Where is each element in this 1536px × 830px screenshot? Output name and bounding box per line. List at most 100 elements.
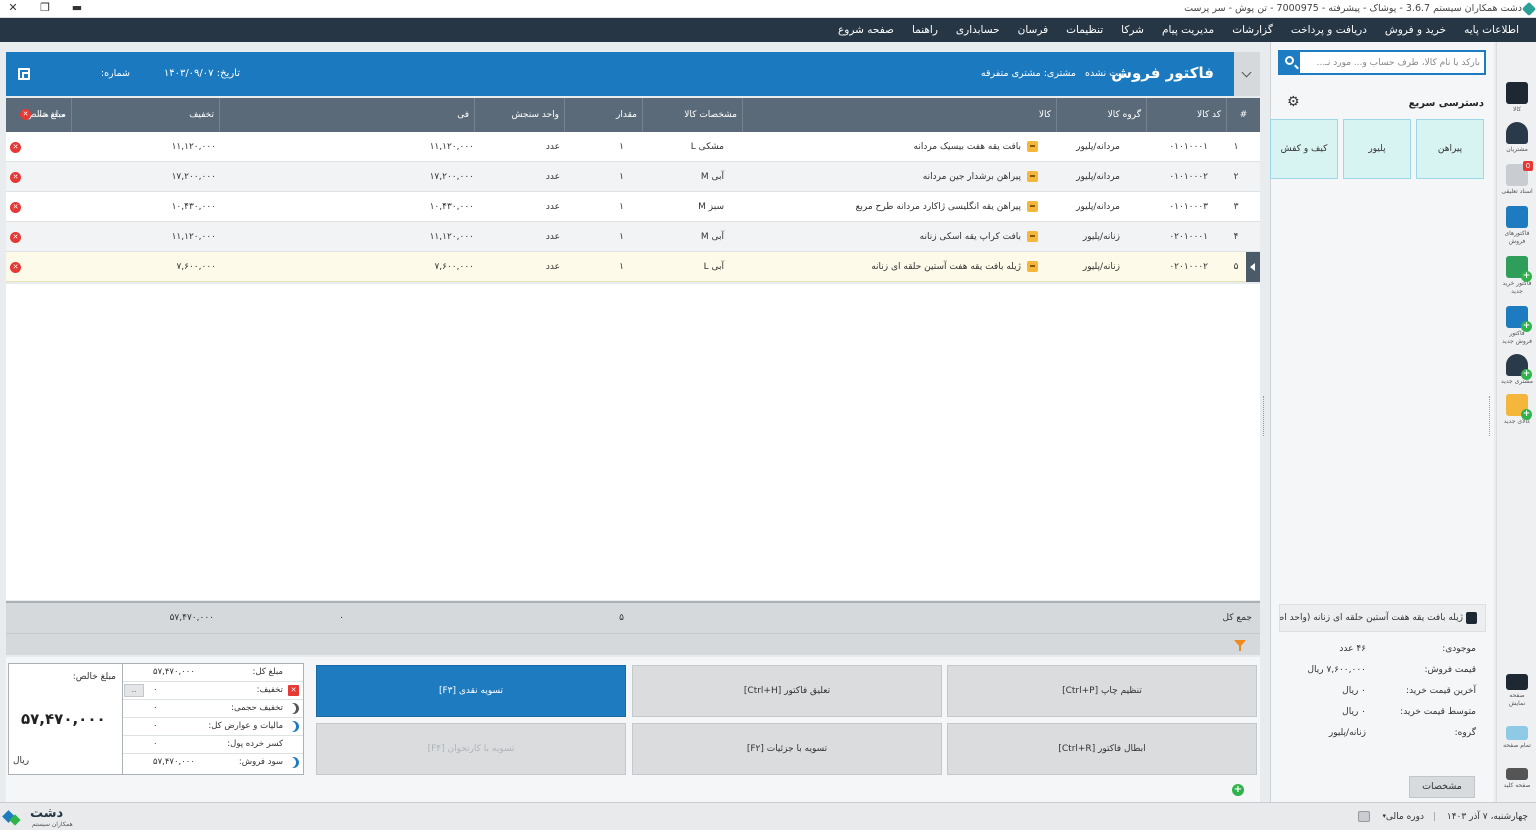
- shortcut-new-customer[interactable]: + مشتری جدید: [1501, 354, 1533, 386]
- chevron-down-icon[interactable]: ▾: [1382, 812, 1386, 820]
- product-box-icon: [1027, 231, 1038, 242]
- display-icon: [1506, 674, 1528, 690]
- menu-bar: اطلاعات پایه خرید و فروش دریافت و پرداخت…: [0, 18, 1536, 42]
- table-row[interactable]: ۱ ۰۱۰۱۰۰۰۱ مردانه/پلیور بافت یقه هفت بیس…: [6, 132, 1260, 162]
- col-qty[interactable]: مقدار: [564, 98, 642, 132]
- quick-tile-shirt[interactable]: پیراهن: [1416, 119, 1484, 179]
- menu-start-page[interactable]: صفحه شروع: [838, 24, 894, 36]
- col-code[interactable]: کد کالا: [1146, 98, 1226, 132]
- totals-row: جمع کل ۵ ۰ ۵۷,۴۷۰,۰۰۰: [6, 601, 1260, 633]
- col-spec[interactable]: مشخصات کالا: [642, 98, 742, 132]
- col-name[interactable]: کالا: [742, 98, 1056, 132]
- shortcut-suspended-docs[interactable]: 0 اسناد تعلیقی: [1501, 161, 1533, 195]
- close-icon[interactable]: ✕: [8, 1, 18, 14]
- minimize-icon[interactable]: ▬: [71, 1, 83, 14]
- shortcut-product[interactable]: کالا: [1501, 82, 1533, 114]
- cash-settle-button[interactable]: تسویه نقدی [F۳]: [316, 665, 626, 717]
- col-net[interactable]: مبلغ خالص: [0, 98, 71, 132]
- menu-settings[interactable]: تنظیمات: [1066, 24, 1104, 36]
- title-bar: دشت همکاران سیستم 3.6.7 - پوشاک - پیشرفت…: [0, 0, 1536, 18]
- menu-reports[interactable]: گزارشات: [1232, 24, 1273, 36]
- shortcut-new-product[interactable]: + کالای جدید: [1501, 394, 1533, 426]
- delete-row-icon[interactable]: ✕: [10, 262, 21, 273]
- specifications-button[interactable]: مشخصات: [1409, 776, 1475, 798]
- cancel-invoice-button[interactable]: ابطال فاکتور [Ctrl+R]: [947, 723, 1257, 775]
- add-row-icon[interactable]: +: [1232, 784, 1244, 796]
- menu-base-info[interactable]: اطلاعات پایه: [1464, 24, 1519, 36]
- fiscal-period[interactable]: دوره مالی: [1385, 812, 1424, 822]
- splitter-handle-right[interactable]: [1489, 396, 1492, 436]
- profit-icon[interactable]: [288, 757, 299, 768]
- shortcut-customers[interactable]: مشتریان: [1501, 122, 1533, 154]
- invoice-customer[interactable]: مشتری: مشتری متفرقه: [980, 68, 1076, 79]
- invoice-panel: فاکتور فروش ثبت نشده مشتری: مشتری متفرقه…: [6, 50, 1262, 802]
- gear-icon[interactable]: ⚙: [1287, 94, 1300, 110]
- invoice-header: فاکتور فروش ثبت نشده مشتری: مشتری متفرقه…: [6, 52, 1260, 96]
- restore-icon[interactable]: ❐: [40, 1, 50, 14]
- product-icon: [1506, 82, 1528, 104]
- table-row[interactable]: ۲ ۰۱۰۱۰۰۰۲ مردانه/پلیور پیراهن برشدار جی…: [6, 162, 1260, 192]
- col-price[interactable]: فی: [219, 98, 474, 132]
- summary-discount: ✕ تخفیف: ۰ ..: [123, 682, 303, 700]
- net-amount-label: مبلغ خالص:: [72, 672, 116, 682]
- quick-tile-sweater[interactable]: پلیور: [1343, 119, 1411, 179]
- shortcut-new-sales-invoice[interactable]: + فاکتور فروش جدید: [1501, 306, 1533, 346]
- delete-row-icon[interactable]: ✕: [10, 172, 21, 183]
- customers-icon: [1506, 122, 1528, 144]
- product-box-icon: [1027, 261, 1038, 272]
- splitter-handle[interactable]: [1263, 396, 1266, 436]
- window-title: دشت همکاران سیستم 3.6.7 - پوشاک - پیشرفت…: [1184, 3, 1522, 14]
- delete-row-icon[interactable]: ✕: [10, 202, 21, 213]
- invoice-date[interactable]: تاریخ: ۱۴۰۳/۰۹/۰۷: [163, 68, 240, 79]
- menu-help[interactable]: راهنما: [911, 24, 938, 36]
- shortcut-fullscreen[interactable]: تمام صفحه: [1501, 726, 1533, 750]
- search-button[interactable]: [1280, 52, 1300, 73]
- table-row[interactable]: ۳ ۰۱۰۱۰۰۰۳ مردانه/پلیور پیراهن یقه انگلی…: [6, 192, 1260, 222]
- delete-all-icon[interactable]: ✕: [20, 109, 31, 120]
- new-purchase-invoice-icon: +: [1506, 256, 1532, 282]
- delete-row-icon[interactable]: ✕: [10, 232, 21, 243]
- detailed-settle-button[interactable]: تسویه با جزئیات [F۲]: [632, 723, 942, 775]
- col-discount[interactable]: تخفیف: [71, 98, 219, 132]
- menu-messages[interactable]: مدیریت پیام: [1161, 24, 1215, 36]
- delete-row-icon[interactable]: ✕: [10, 142, 21, 153]
- totals-discount: ۰: [339, 613, 344, 623]
- shortcut-new-purchase-invoice[interactable]: + فاکتور خرید جدید: [1501, 256, 1533, 296]
- totals-qty: ۵: [619, 613, 624, 623]
- invoice-title: فاکتور فروش: [1111, 64, 1214, 82]
- suspend-invoice-button[interactable]: تعلیق فاکتور [Ctrl+H]: [632, 665, 942, 717]
- menu-buy-sell[interactable]: خرید و فروش: [1384, 24, 1447, 36]
- search-input[interactable]: [1300, 52, 1484, 73]
- filter-icon[interactable]: [1234, 640, 1246, 651]
- totals-net: ۵۷,۴۷۰,۰۰۰: [169, 613, 214, 623]
- menu-farsan[interactable]: فرسان: [1017, 24, 1049, 36]
- col-group[interactable]: گروه کالا: [1056, 98, 1146, 132]
- notification-icon[interactable]: [1358, 811, 1370, 822]
- table-row-selected[interactable]: ۵ ۰۲۰۱۰۰۰۲ زنانه/پلیور ژیله بافت یقه هفت…: [6, 252, 1260, 282]
- quick-tile-bags-shoes[interactable]: کیف و کفش: [1270, 119, 1338, 179]
- menu-accounting[interactable]: حسابداری: [955, 24, 1000, 36]
- delete-all-label[interactable]: حذف همه: [38, 111, 65, 119]
- invoice-number[interactable]: شماره:: [100, 68, 130, 79]
- search-icon: [1285, 56, 1294, 65]
- print-setup-button[interactable]: تنظیم چاپ [Ctrl+P]: [947, 665, 1257, 717]
- volume-discount-icon[interactable]: [288, 703, 299, 714]
- col-unit[interactable]: واحد سنجش: [474, 98, 564, 132]
- menu-partners[interactable]: شرکا: [1121, 24, 1144, 36]
- new-customer-icon: +: [1506, 354, 1532, 380]
- discount-more-button[interactable]: ..: [124, 684, 144, 697]
- status-bar: چهارشنبه، ۷ آذر ۱۴۰۳ | دوره مالی ▾ دشت ه…: [0, 802, 1536, 830]
- grid-empty-area: [6, 284, 1260, 600]
- shortcut-keyboard[interactable]: صفحه کلید: [1501, 768, 1533, 790]
- collapse-header-button[interactable]: [1234, 52, 1260, 96]
- logo-mark-icon: [4, 810, 20, 826]
- table-row[interactable]: ۴ ۰۲۰۱۰۰۰۱ زنانه/پلیور بافت کراپ یقه اسک…: [6, 222, 1260, 252]
- menu-receive-pay[interactable]: دریافت و پرداخت: [1290, 24, 1367, 36]
- net-amount-currency: ریال: [13, 756, 30, 766]
- calculator-icon[interactable]: [18, 68, 30, 80]
- card-settle-button[interactable]: تسویه با کارتخوان [F۴]: [316, 723, 626, 775]
- shortcut-display[interactable]: صفحه نمایش: [1501, 674, 1533, 708]
- tax-icon[interactable]: [288, 721, 299, 732]
- shortcut-sales-invoices[interactable]: فاکتورهای فروش: [1501, 206, 1533, 246]
- discount-remove-icon[interactable]: ✕: [288, 685, 299, 696]
